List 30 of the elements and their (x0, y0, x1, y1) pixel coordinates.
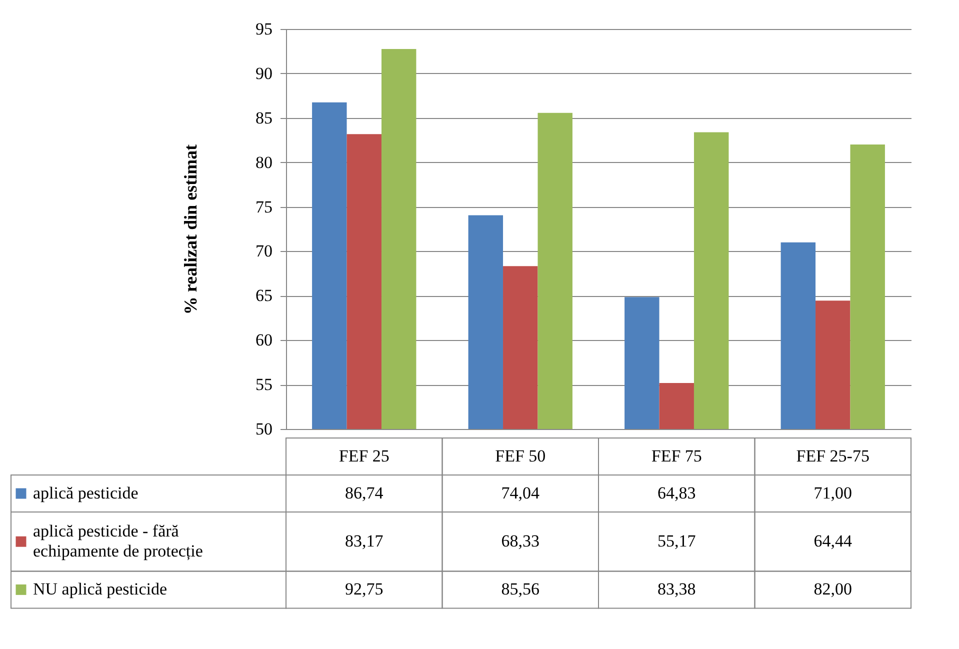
y-tick-label: 95 (256, 20, 272, 38)
x-tick-label: FEF 25 (338, 446, 390, 466)
data-label: 64,44 (814, 532, 852, 551)
data-label: 82,00 (814, 580, 852, 599)
y-tick-label: 75 (256, 197, 272, 216)
data-label: 64,83 (658, 484, 696, 502)
y-tick-label: 65 (256, 286, 272, 306)
x-tick-label: FEF 50 (495, 446, 546, 466)
x-tick-label: FEF 75 (651, 446, 702, 466)
data-label: 86,74 (345, 484, 384, 502)
data-label: 55,17 (658, 532, 696, 551)
y-tick-label: 85 (256, 108, 272, 128)
y-tick-label: 50 (256, 420, 272, 438)
data-label: 83,17 (345, 532, 384, 551)
y-tick-label: 70 (256, 242, 272, 261)
legend-label: NU aplică pesticide (33, 580, 168, 599)
data-label: 83,38 (658, 580, 696, 599)
data-label: 85,56 (501, 580, 540, 599)
data-label: 92,75 (345, 580, 384, 599)
data-label: 74,04 (501, 484, 540, 502)
data-label: 68,33 (501, 532, 540, 551)
y-tick-label: 55 (256, 375, 272, 394)
legend-label: aplică pesticide (33, 484, 138, 502)
y-tick-label: 80 (256, 152, 272, 172)
y-axis-title: % realizat din estimat (180, 144, 200, 315)
data-label: 71,00 (814, 484, 852, 502)
y-tick-label: 90 (256, 64, 272, 83)
y-tick-label: 60 (256, 330, 272, 350)
legend-label: aplică pesticide - fără echipamente de protecție (33, 522, 203, 561)
x-tick-label: FEF 25-75 (796, 446, 870, 466)
